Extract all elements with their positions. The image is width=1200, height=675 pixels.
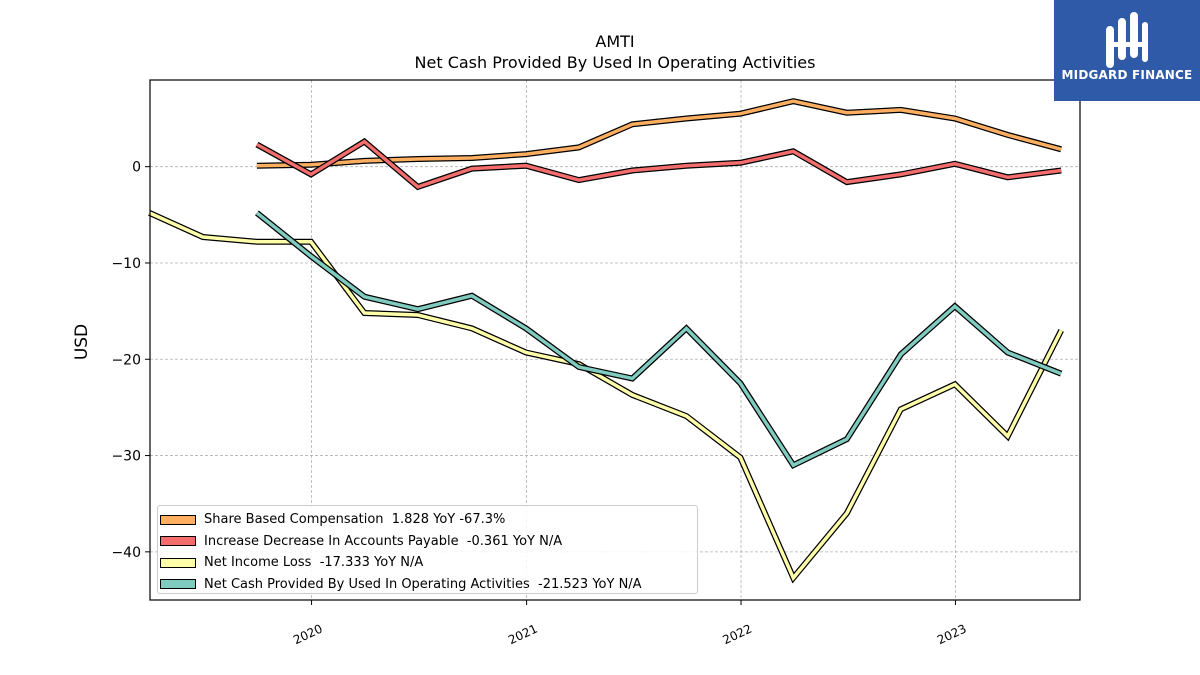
series-2 [148, 210, 1064, 584]
y-tick-label: 0 [132, 160, 141, 176]
legend-label: Increase Decrease In Accounts Payable -0… [204, 533, 563, 549]
y-tick-label: −40 [111, 545, 141, 561]
y-tick-label: −10 [111, 256, 141, 272]
y-tick-label: −30 [111, 449, 141, 465]
legend-label: Share Based Compensation 1.828 YoY -67.3… [204, 512, 506, 528]
legend-label: Net Cash Provided By Used In Operating A… [204, 576, 642, 592]
legend-swatch [160, 514, 196, 525]
x-tick-label: 2023 [935, 622, 969, 648]
midgard-finance-logo: MIDGARD FINANCE [1054, 0, 1200, 101]
x-tick-label: 2021 [506, 622, 540, 648]
legend-item: Share Based Compensation 1.828 YoY -67.3… [158, 509, 697, 531]
legend-swatch [160, 536, 196, 547]
legend-item: Net Cash Provided By Used In Operating A… [158, 574, 697, 596]
series-1 [255, 137, 1062, 191]
chart-legend: Share Based Compensation 1.828 YoY -67.3… [157, 505, 698, 594]
legend-swatch [160, 557, 196, 568]
legend-swatch [160, 579, 196, 590]
series-3 [255, 210, 1063, 470]
series-line [148, 211, 1063, 582]
legend-label: Net Income Loss -17.333 YoY N/A [204, 555, 424, 571]
y-axis-ticks: 0 −10 −20 −30 −40 [111, 160, 150, 561]
series-line [255, 211, 1062, 468]
x-tick-label: 2022 [721, 622, 755, 648]
legend-item: Net Income Loss -17.333 YoY N/A [158, 552, 697, 574]
y-tick-label: −20 [111, 352, 141, 368]
series-lines [148, 98, 1064, 584]
series-line-outline [255, 137, 1062, 191]
logo-mark-icon [1106, 12, 1148, 68]
y-axis-label: USD [72, 324, 92, 360]
logo-text: MIDGARD FINANCE [1061, 68, 1193, 82]
chart-subtitle: Net Cash Provided By Used In Operating A… [415, 53, 816, 72]
series-line-outline [255, 210, 1063, 470]
x-axis-ticks: 2020 2021 2022 2023 [291, 600, 969, 648]
x-tick-label: 2020 [291, 622, 325, 648]
series-0 [256, 98, 1062, 169]
series-line [256, 139, 1062, 189]
chart-title: AMTI [595, 32, 634, 51]
plot-frame [149, 79, 1081, 601]
series-line [256, 99, 1062, 168]
legend-item: Increase Decrease In Accounts Payable -0… [158, 531, 697, 553]
